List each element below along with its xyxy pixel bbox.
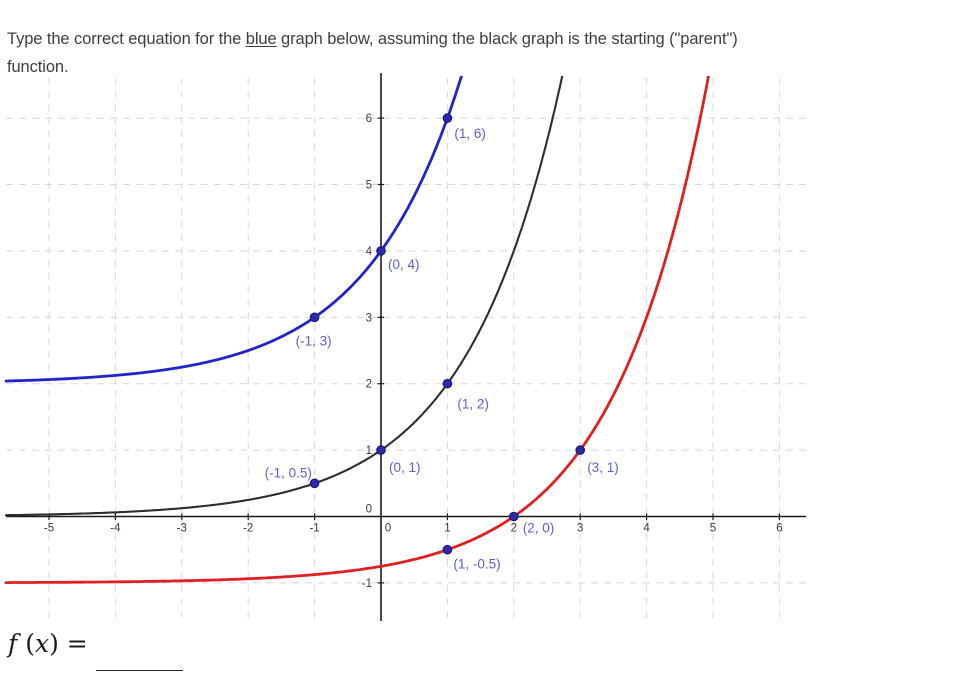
point-label: (0, 4) — [388, 257, 420, 272]
x-tick-label: -2 — [243, 523, 253, 535]
graph-point — [442, 544, 453, 555]
x-tick-label: 3 — [577, 523, 583, 535]
x-tick-label: 1 — [444, 523, 450, 535]
prompt-text-before: Type the correct equation for the — [7, 29, 246, 48]
graph-point — [376, 246, 386, 256]
prompt-line-2: function. — [7, 57, 69, 76]
answer-row: f (x) = — [8, 629, 88, 677]
curve-black-parent — [4, 76, 564, 517]
x-tick-label: 5 — [710, 523, 716, 535]
point-label: (0, 1) — [389, 460, 421, 475]
y-tick-label: -1 — [362, 578, 372, 590]
graph-point — [509, 511, 519, 522]
x-tick-label: -5 — [44, 523, 54, 535]
variable-x: x — [34, 629, 50, 658]
x-tick-label: 4 — [643, 523, 650, 535]
graph-point — [309, 478, 320, 489]
x-tick-label: 2 — [511, 523, 517, 535]
y-tick-label: 1 — [366, 445, 372, 457]
x-tick-label: -4 — [110, 523, 121, 535]
point-label: (-1, 3) — [296, 333, 332, 348]
prompt-emphasis-blue: blue — [245, 29, 277, 48]
graph-point — [575, 445, 586, 455]
y-tick-label: 3 — [366, 312, 372, 324]
x-tick-label: 0 — [385, 523, 391, 535]
point-label: (1, 6) — [454, 126, 486, 141]
graph-point — [442, 113, 453, 123]
curve-red-shifted — [4, 76, 710, 584]
point-label: (-1, 0.5) — [265, 465, 312, 480]
close-paren: ) — [49, 629, 67, 658]
curve-blue-target — [4, 76, 463, 383]
y-tick-label: 5 — [366, 180, 372, 192]
x-tick-label: -3 — [177, 523, 187, 535]
y-tick-label: 6 — [366, 113, 372, 125]
point-label: (3, 1) — [587, 460, 619, 475]
equation-input-blank[interactable] — [96, 634, 183, 671]
open-paren: ( — [17, 629, 35, 658]
x-tick-label: 6 — [776, 523, 782, 535]
prompt-line-1: Type the correct equation for the blue g… — [7, 30, 738, 48]
question-prompt: Type the correct equation for the blue g… — [7, 25, 967, 81]
point-label: (2, 0) — [523, 521, 555, 536]
x-tick-label: -1 — [309, 523, 319, 535]
graph-point — [442, 378, 453, 389]
y-tick-label: 2 — [366, 379, 372, 391]
graph-point — [309, 312, 320, 323]
function-name-f: f — [8, 629, 18, 658]
point-label: (1, 2) — [457, 397, 489, 412]
graph-point — [376, 445, 386, 455]
equals-sign: = — [66, 629, 88, 658]
point-label: (1, -0.5) — [453, 557, 500, 572]
y-tick-label: 0 — [366, 504, 372, 516]
y-tick-label: 4 — [366, 246, 373, 258]
prompt-text-after: graph below, assuming the black graph is… — [276, 29, 738, 48]
